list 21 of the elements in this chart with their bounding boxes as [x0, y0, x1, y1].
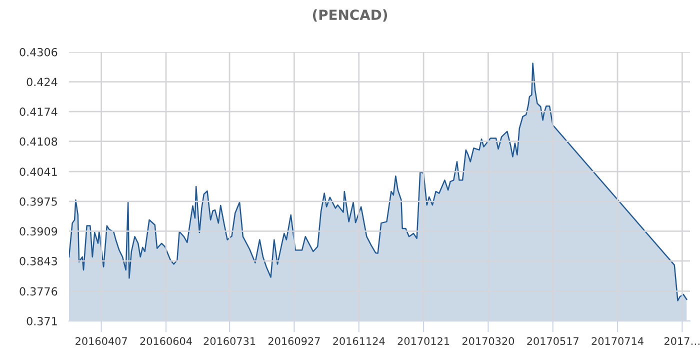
x-tick-label: 20170714: [592, 337, 644, 346]
y-tick-label: 0.3975: [20, 197, 57, 206]
y-tick-label: 0.4041: [20, 168, 57, 176]
x-tick-label: 20160927: [268, 337, 320, 346]
x-tick-label: 20170517: [527, 337, 578, 346]
y-tick-label: 0.424: [26, 78, 58, 86]
x-tick-label: 20160407: [76, 337, 127, 346]
chart-title: (PENCAD): [312, 9, 388, 22]
x-tick-label: 20161124: [333, 337, 385, 346]
y-tick-label: 0.3776: [20, 287, 58, 296]
y-tick-label: 0.4108: [20, 137, 58, 146]
x-tick-label: 2017…: [664, 337, 700, 346]
x-tick-label: 20170121: [398, 337, 450, 346]
y-tick-label: 0.3843: [20, 256, 57, 266]
y-tick-label: 0.3909: [20, 227, 58, 236]
x-tick-label: 20160604: [140, 337, 192, 346]
y-tick-label: 0.4306: [20, 48, 58, 56]
y-tick-label: 0.371: [26, 316, 57, 326]
x-tick-label: 20170320: [462, 337, 514, 346]
x-tick-label: 20160731: [204, 337, 256, 346]
y-tick-label: 0.4174: [20, 108, 58, 116]
